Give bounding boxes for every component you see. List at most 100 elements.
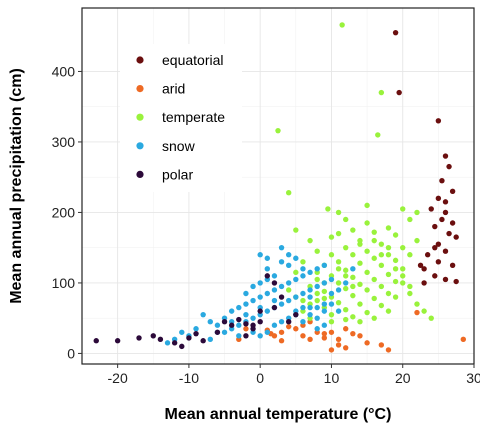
data-point bbox=[179, 343, 185, 350]
data-point bbox=[293, 255, 299, 261]
data-point bbox=[343, 316, 349, 323]
data-point bbox=[378, 262, 385, 269]
data-point bbox=[321, 322, 328, 328]
data-point bbox=[414, 301, 420, 307]
data-point bbox=[392, 257, 399, 264]
data-point bbox=[343, 326, 349, 332]
data-point bbox=[236, 322, 242, 328]
data-point bbox=[357, 281, 363, 288]
data-point bbox=[446, 230, 452, 237]
data-point bbox=[221, 319, 228, 325]
data-point bbox=[257, 280, 263, 286]
data-point bbox=[285, 287, 292, 293]
data-point bbox=[250, 283, 256, 290]
data-point bbox=[378, 241, 385, 247]
data-point bbox=[307, 237, 313, 244]
data-point bbox=[328, 319, 335, 325]
data-point bbox=[335, 280, 342, 286]
data-point bbox=[335, 209, 342, 216]
data-point bbox=[321, 308, 328, 314]
data-point bbox=[432, 244, 438, 251]
data-point bbox=[453, 234, 459, 240]
data-point bbox=[428, 315, 434, 321]
data-point bbox=[314, 315, 320, 321]
data-point bbox=[364, 220, 370, 226]
data-point bbox=[335, 287, 342, 293]
data-point bbox=[314, 297, 320, 304]
data-point bbox=[236, 316, 242, 323]
data-point bbox=[328, 234, 335, 240]
data-point bbox=[350, 274, 356, 280]
y-axis: 0 100 200 300 400 bbox=[52, 63, 82, 361]
data-point bbox=[243, 326, 249, 332]
data-point bbox=[385, 347, 392, 353]
series-polar bbox=[93, 273, 299, 350]
data-point bbox=[321, 288, 328, 295]
data-point bbox=[278, 319, 285, 325]
y-tick-label: 100 bbox=[52, 275, 76, 291]
data-point bbox=[278, 329, 285, 335]
data-point bbox=[400, 273, 406, 279]
legend-swatch bbox=[136, 56, 144, 64]
data-point bbox=[357, 260, 363, 266]
data-point bbox=[314, 326, 320, 332]
legend-label: snow bbox=[162, 138, 196, 154]
data-point bbox=[285, 280, 292, 286]
data-point bbox=[421, 266, 427, 272]
data-point bbox=[228, 322, 235, 328]
data-point bbox=[285, 323, 292, 330]
data-point bbox=[350, 330, 356, 337]
data-point bbox=[350, 266, 356, 272]
data-point bbox=[350, 283, 356, 290]
x-tick-label: 20 bbox=[395, 370, 411, 386]
data-point bbox=[407, 216, 413, 223]
data-point bbox=[428, 206, 434, 212]
data-point bbox=[164, 340, 171, 346]
data-point bbox=[328, 347, 335, 353]
plot-frame bbox=[81, 7, 475, 365]
data-point bbox=[343, 280, 349, 286]
data-point bbox=[278, 283, 285, 290]
data-point bbox=[321, 280, 328, 286]
x-tick-label: -20 bbox=[108, 370, 128, 386]
legend-swatch bbox=[136, 85, 144, 93]
data-point bbox=[442, 248, 449, 254]
data-point bbox=[214, 322, 221, 328]
x-axis-title: Mean annual temperature (°C) bbox=[165, 406, 392, 423]
data-point bbox=[414, 209, 420, 216]
data-point bbox=[371, 276, 377, 283]
data-point bbox=[335, 299, 342, 306]
data-point bbox=[335, 259, 342, 265]
x-tick-label: 30 bbox=[466, 370, 480, 386]
data-point bbox=[392, 278, 399, 285]
data-point bbox=[442, 153, 449, 159]
data-point bbox=[364, 269, 370, 276]
data-point bbox=[257, 333, 263, 339]
data-point bbox=[328, 252, 335, 258]
data-point bbox=[435, 259, 442, 265]
data-point bbox=[442, 276, 449, 283]
data-point bbox=[285, 297, 292, 304]
data-point bbox=[385, 244, 392, 251]
legend-swatch bbox=[136, 113, 144, 121]
data-point bbox=[150, 333, 156, 339]
x-tick-label: 10 bbox=[324, 370, 340, 386]
data-point bbox=[250, 326, 256, 332]
data-point bbox=[343, 267, 349, 273]
y-tick-label: 0 bbox=[67, 345, 75, 361]
y-tick-label: 400 bbox=[52, 63, 76, 79]
data-point bbox=[171, 340, 178, 346]
data-point bbox=[200, 311, 206, 318]
legend-label: polar bbox=[162, 166, 193, 182]
x-tick-label: 0 bbox=[256, 370, 264, 386]
data-point bbox=[417, 262, 424, 269]
data-point bbox=[321, 301, 328, 307]
data-point bbox=[271, 304, 278, 311]
data-point bbox=[407, 290, 413, 297]
data-point bbox=[385, 308, 392, 314]
legend-label: arid bbox=[162, 81, 185, 97]
data-point bbox=[435, 241, 442, 247]
data-point bbox=[243, 321, 249, 327]
data-point bbox=[221, 329, 228, 335]
